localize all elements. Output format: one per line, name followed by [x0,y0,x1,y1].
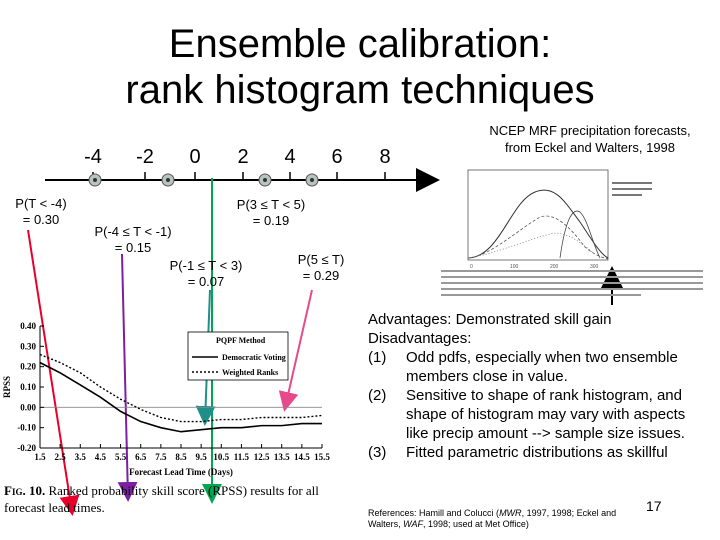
tick-label-m2: -2 [136,146,154,168]
tick-label-m4: -4 [84,146,102,168]
prob-annotation-m1-3: P(-1 ≤ T < 3) = 0.07 [169,258,243,289]
ensemble-markers [88,173,319,187]
pdf-figure-image: 0 100 200 300 [467,169,652,270]
y-tick-label: 0.10 [20,382,36,392]
tick-label-0: 0 [189,146,201,168]
y-axis-label: RPSS [2,376,12,398]
advantages-block: Advantages: Demonstrated skill gain Disa… [368,310,708,462]
legend-title: PQPF Method [216,336,266,345]
advantages-heading: Advantages [368,311,448,328]
prob-annotation-lt-m4: P(T < -4) = 0.30 [15,196,67,227]
svg-text:300: 300 [590,264,599,270]
pdf-figure-caption-scan [441,268,711,304]
x-tick-label: 9.5 [196,452,208,462]
x-tick-label: 1.5 [34,452,46,462]
pink-arrow [278,289,313,412]
page-number: 17 [646,498,662,514]
x-tick-label: 10.5 [213,452,229,462]
references: References: Hamill and Colucci (MWR, 199… [368,508,617,529]
rpss-chart: 0.40 0.30 0.20 0.10 0.00 -0.10 -0.201.5 2.5 3.5 4… [2,321,330,477]
x-tick-label: 13.5 [274,452,290,462]
svg-text:0: 0 [470,264,473,270]
rpss-legend: PQPF Method Democratic Voting Weighted Ran… [187,331,289,381]
y-tick-label: 0.30 [20,341,36,351]
ncep-caption: NCEP MRF precipitation forecasts, from E… [489,123,691,155]
rpss-series [39,353,323,433]
x-tick-label: 15.5 [314,452,330,462]
tick-label-8: 8 [379,146,391,168]
list-item: (2) Sensitive to shape of rank histogram,… [368,387,686,442]
tick-label-6: 6 [331,146,343,168]
tick-label-4: 4 [284,146,296,168]
svg-text:200: 200 [550,264,559,270]
y-tick-label: -0.20 [17,443,36,453]
y-tick-label: 0.00 [20,402,36,412]
red-arrow [27,229,80,516]
legend-entry: Weighted Ranks [222,368,278,377]
x-tick-label: 4.5 [95,452,107,462]
prob-annotation-3-5: P(3 ≤ T < 5) = 0.19 [236,197,306,228]
y-tick-label: 0.20 [20,362,36,372]
purple-arrow [117,253,138,502]
x-tick-label: 14.5 [294,452,310,462]
x-tick-label: 12.5 [254,452,270,462]
y-tick-label: 0.40 [20,321,36,331]
x-tick-label: 8.5 [175,452,187,462]
x-tick-label: 11.5 [234,452,250,462]
series-line-weighted-ranks [39,353,323,423]
list-item: (3) Fitted parametric distributions as sk… [368,444,668,461]
x-tick-label: 7.5 [155,452,167,462]
svg-text:100: 100 [510,264,519,270]
x-axis-label: Forecast Lead Time (Days) [129,467,233,477]
x-tick-label: 5.5 [115,452,127,462]
advantages-line: Advantages: Demonstrated skill gain [368,311,612,328]
x-tick-label: 2.5 [55,452,67,462]
disadvantages-heading: Disadvantages [368,330,468,347]
legend-entry: Democratic Voting [222,353,286,362]
x-tick-label: 3.5 [75,452,87,462]
x-tick-label: 6.5 [135,452,147,462]
disadvantages-list: (1) Odd pdfs, especially when two ensembl… [368,348,708,462]
prob-annotation-m4-m1: P(-4 ≤ T < -1) = 0.15 [94,224,172,255]
y-tick-label: -0.10 [17,423,36,433]
slide-title-line1: Ensemble calibration: [168,22,552,66]
axis-ticks [92,172,386,180]
series-line-democratic-voting [39,361,322,433]
tick-label-2: 2 [237,146,249,168]
slide-title-line2: rank histogram techniques [125,68,595,112]
rpss-figure-caption: Fig. 10. Ranked probability skill score … [4,483,319,515]
rpss-axes: 0.40 0.30 0.20 0.10 0.00 -0.10 -0.201.5 2.5 3.5 4… [2,321,330,477]
list-item: (1) Odd pdfs, especially when two ensembl… [368,349,678,385]
disadvantages-line: Disadvantages: [368,330,472,347]
prob-annotation-ge-5: P(5 ≤ T) = 0.29 [297,252,345,283]
